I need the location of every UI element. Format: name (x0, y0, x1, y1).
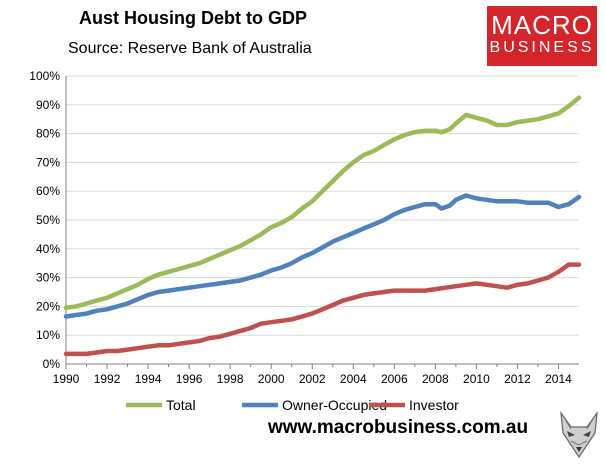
y-tick-label: 100% (29, 69, 60, 83)
series-line-total (63, 95, 582, 311)
x-tick-label: 2008 (422, 372, 449, 386)
chart-subtitle: Source: Reserve Bank of Australia (68, 40, 312, 57)
series-line-investor (63, 262, 582, 357)
x-axis-tick-labels: 1990 1992 1994 1996 1998 2000 2002 2004 2006 2008… (53, 372, 573, 386)
x-tick-label: 2010 (463, 372, 490, 386)
y-tick-label: 30% (36, 271, 60, 285)
x-tick-label: 2012 (504, 372, 531, 386)
x-tick-label: 2014 (545, 372, 572, 386)
y-tick-label: 70% (36, 155, 60, 169)
chart-series (63, 95, 582, 357)
chart-axes (65, 76, 579, 369)
y-tick-label: 60% (36, 184, 60, 198)
y-tick-label: 10% (36, 328, 60, 342)
x-tick-label: 2000 (258, 372, 285, 386)
chart-legend: Total Owner-Occupied Investor (126, 397, 459, 413)
y-tick-label: 80% (36, 127, 60, 141)
macrobusiness-logo[interactable]: MACRO BUSINESS (487, 6, 597, 66)
x-tick-label: 1992 (94, 372, 121, 386)
chart-title: Aust Housing Debt to GDP (79, 8, 307, 28)
x-tick-label: 2006 (381, 372, 408, 386)
legend-label: Investor (409, 397, 459, 413)
x-tick-label: 1994 (135, 372, 162, 386)
y-tick-label: 50% (36, 213, 60, 227)
y-tick-label: 40% (36, 242, 60, 256)
legend-label: Owner-Occupied (282, 397, 387, 413)
x-tick-label: 1990 (53, 372, 80, 386)
website-url[interactable]: www.macrobusiness.com.au (268, 417, 529, 438)
series-line-owner-occupied (63, 193, 582, 319)
y-tick-label: 0% (43, 357, 61, 371)
legend-label: Total (166, 397, 196, 413)
x-tick-label: 1996 (176, 372, 203, 386)
y-tick-label: 90% (36, 98, 60, 112)
y-tick-label: 20% (36, 299, 60, 313)
logo-line-1: MACRO (491, 10, 593, 40)
y-axis-tick-labels: 0% 10% 20% 30% 40% 50% 60% 70% 80% 90% 100% (29, 69, 60, 371)
x-tick-label: 2004 (340, 372, 367, 386)
logo-line-2: BUSINESS (489, 39, 595, 56)
fox-icon (560, 411, 598, 459)
x-tick-label: 1998 (217, 372, 244, 386)
x-tick-label: 2002 (299, 372, 326, 386)
